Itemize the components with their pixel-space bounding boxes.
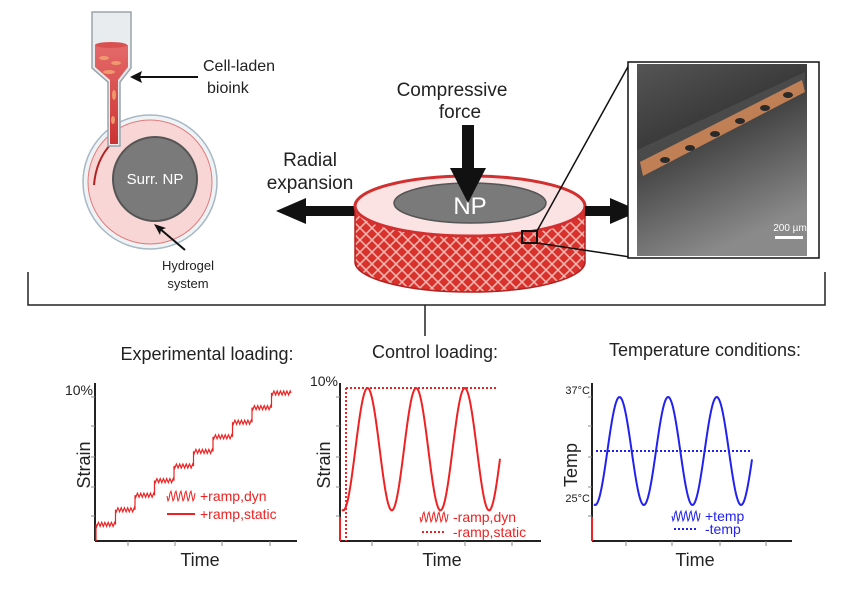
bioink-label-line1: Cell-laden bbox=[203, 58, 275, 75]
x-axis-label: Time bbox=[180, 550, 219, 570]
x-axis-label: Time bbox=[422, 550, 461, 570]
y-axis-label: Temp bbox=[561, 443, 581, 487]
chart-title: Temperature conditions: bbox=[609, 340, 801, 360]
legend-swatch-wavy bbox=[419, 510, 449, 524]
radial-label-line1: Radial bbox=[283, 150, 337, 171]
x-axis-label: Time bbox=[675, 550, 714, 570]
legend-label: +temp bbox=[705, 508, 745, 524]
syringe-icon bbox=[91, 11, 132, 147]
y-tick-label: 37°C bbox=[565, 385, 590, 397]
scale-bar bbox=[775, 236, 803, 239]
legend-label: +ramp,static bbox=[200, 506, 277, 522]
construct-illustration: Compressive force Radial expansion NP bbox=[267, 62, 640, 293]
hydrogel-label-line1: Hydrogel bbox=[162, 258, 214, 273]
chart-title: Control loading: bbox=[372, 342, 498, 362]
scale-bar-label: 200 µm bbox=[773, 223, 807, 234]
bioink-arrowhead bbox=[130, 71, 142, 83]
sem-micrograph: 200 µm bbox=[627, 61, 820, 259]
chart-title: Experimental loading: bbox=[120, 344, 293, 364]
hydrogel-arrow bbox=[158, 227, 186, 251]
legend-swatch-wavy bbox=[166, 489, 196, 503]
series-line bbox=[95, 389, 292, 541]
legend-label: +ramp,dyn bbox=[200, 488, 267, 504]
compressive-force-arrow-icon bbox=[450, 125, 486, 203]
legend-label: -ramp,static bbox=[453, 524, 526, 540]
series-line bbox=[341, 386, 501, 512]
seeded-cells bbox=[640, 80, 805, 176]
hydrogel-label-line2: system bbox=[167, 276, 208, 291]
y-axis-label: Strain bbox=[314, 441, 334, 488]
chart-1: Experimental loading: 10% Strain Time +ramp,… bbox=[65, 344, 297, 570]
grouping-bracket bbox=[27, 272, 826, 336]
series-line bbox=[593, 395, 753, 507]
printed-filament bbox=[93, 143, 112, 186]
chart-3: Temperature conditions: 37°C 25°C Temp Time +… bbox=[561, 340, 801, 570]
zoom-line-top bbox=[536, 62, 631, 232]
bioink-label-line2: bioink bbox=[207, 80, 250, 97]
surr-np-disc bbox=[112, 136, 198, 222]
y-axis-label: Strain bbox=[74, 441, 94, 488]
legend-swatch-wavy bbox=[671, 509, 701, 523]
charts: Experimental loading: 10% Strain Time +ramp,… bbox=[65, 340, 801, 570]
y-tick-label: 25°C bbox=[565, 493, 590, 505]
surr-np-label: Surr. NP bbox=[127, 171, 184, 188]
force-label-line2: force bbox=[439, 102, 481, 123]
force-label-line1: Compressive bbox=[397, 80, 508, 101]
y-tick-label: 10% bbox=[310, 373, 338, 389]
radial-expansion-arrow-icon bbox=[276, 198, 355, 224]
radial-label-line2: expansion bbox=[267, 173, 354, 194]
legend-label: -ramp,dyn bbox=[453, 509, 516, 525]
zoom-region-marker bbox=[521, 230, 538, 244]
y-tick-label: 10% bbox=[65, 382, 93, 398]
hydrogel-arrowhead bbox=[154, 224, 166, 235]
bioprinting-illustration: Surr. NP Cell-laden bioink Hydrogel syst… bbox=[82, 11, 275, 291]
legend-label: -temp bbox=[705, 521, 741, 537]
radial-expansion-right-arrow-icon bbox=[585, 198, 640, 224]
chart-2: Control loading: 10% Strain Time -ramp,dyn-r… bbox=[310, 342, 541, 570]
zoom-line-bottom bbox=[536, 242, 631, 258]
